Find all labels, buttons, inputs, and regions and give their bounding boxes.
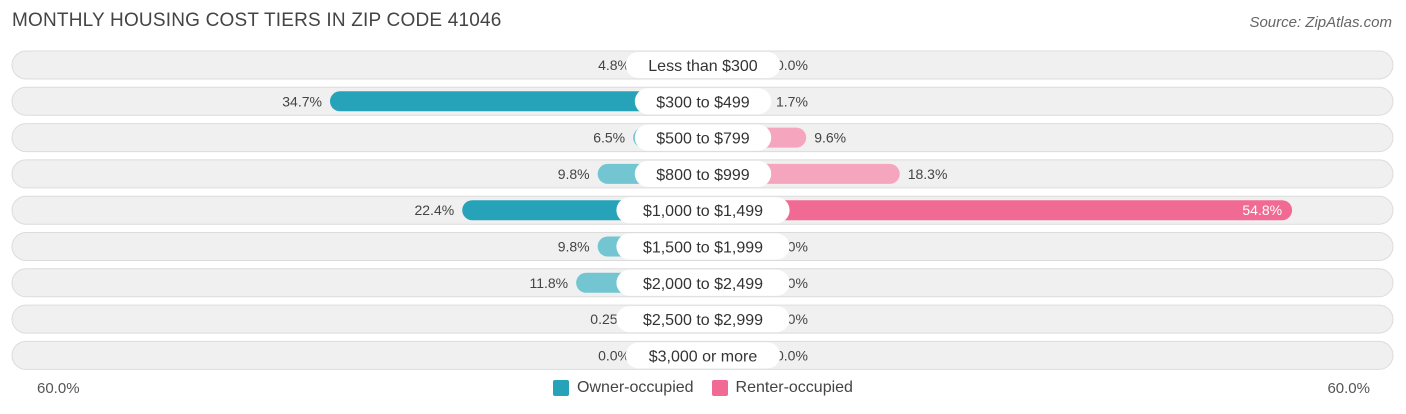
renter-value-label: 54.8% xyxy=(1242,202,1282,218)
category-label: $800 to $999 xyxy=(656,167,750,184)
renter-value-label: 18.3% xyxy=(908,166,948,182)
renter-value-label: 0.0% xyxy=(776,57,808,73)
category-pill xyxy=(616,306,790,333)
source-label: Source: ZipAtlas.com xyxy=(1249,14,1392,31)
renter-value-label: 0.0% xyxy=(776,347,808,363)
category-pill xyxy=(634,160,772,187)
category-label: Less than $300 xyxy=(648,58,758,75)
owner-value-label: 9.8% xyxy=(558,166,590,182)
legend-label-renter: Renter-occupied xyxy=(735,379,853,396)
category-pill xyxy=(634,124,772,151)
category-pill xyxy=(616,233,790,260)
category-label: $2,500 to $2,999 xyxy=(643,312,763,329)
legend-item-renter: Renter-occupied xyxy=(711,379,853,397)
category-label: $1,000 to $1,499 xyxy=(643,203,763,220)
legend-swatch-owner xyxy=(553,380,570,396)
category-pill xyxy=(634,88,772,115)
category-label: $2,000 to $2,499 xyxy=(643,276,763,293)
owner-bar xyxy=(329,91,703,112)
legend-item-owner: Owner-occupied xyxy=(553,379,694,397)
owner-value-label: 0.0% xyxy=(598,347,630,363)
owner-value-label: 22.4% xyxy=(414,202,454,218)
category-pill xyxy=(616,197,790,224)
renter-value-label: 1.7% xyxy=(776,93,808,109)
legend-label-owner: Owner-occupied xyxy=(577,379,694,396)
owner-value-label: 6.5% xyxy=(593,130,625,146)
category-label: $500 to $799 xyxy=(656,131,750,148)
axis-tick-right: 60.0% xyxy=(1327,380,1370,397)
legend-swatch-renter xyxy=(711,380,728,396)
axis-tick-left: 60.0% xyxy=(37,380,80,397)
legend: Owner-occupied Renter-occupied xyxy=(0,379,1406,397)
category-label: $300 to $499 xyxy=(656,94,750,111)
owner-value-label: 11.8% xyxy=(529,275,568,291)
renter-bar xyxy=(703,200,1293,221)
category-pill xyxy=(616,269,790,296)
category-label: $3,000 or more xyxy=(649,348,758,365)
owner-value-label: 9.8% xyxy=(558,239,590,255)
owner-value-label: 34.7% xyxy=(282,93,322,109)
renter-value-label: 9.6% xyxy=(814,130,846,146)
diverging-bar-chart: 4.8% 0.0% Less than $300 34.7% 1.7% $300 to $… xyxy=(11,50,1394,370)
owner-value-label: 4.8% xyxy=(598,57,630,73)
category-label: $1,500 to $1,999 xyxy=(643,240,763,257)
chart-title: MONTHLY HOUSING COST TIERS IN ZIP CODE 4… xyxy=(12,10,502,31)
category-pill xyxy=(625,52,781,78)
category-pill xyxy=(625,342,781,369)
